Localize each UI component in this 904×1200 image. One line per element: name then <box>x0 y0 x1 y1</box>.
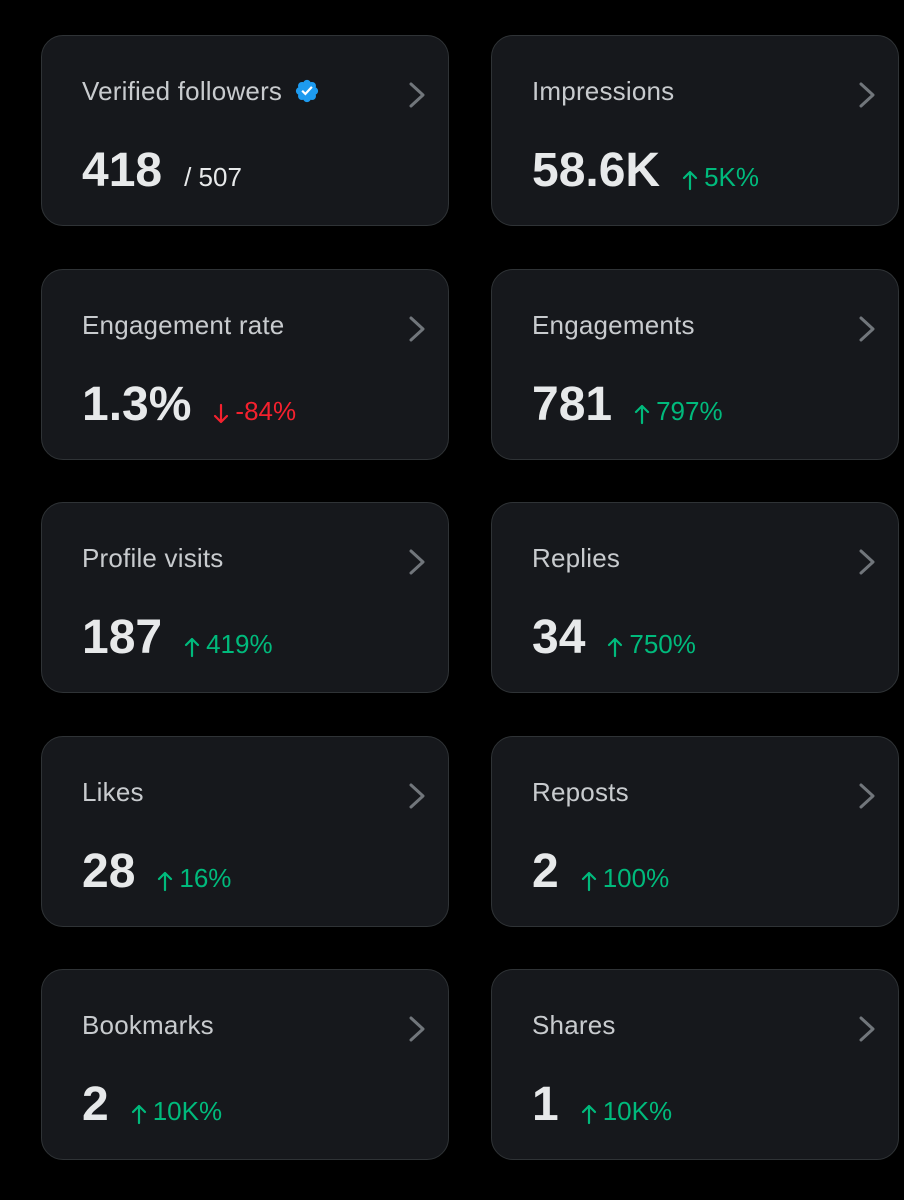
arrow-up-icon <box>682 170 698 190</box>
card-value-row: 418 / 507 <box>82 144 242 198</box>
card-delta: -84% <box>213 396 296 427</box>
chevron-right-icon <box>859 316 875 342</box>
chevron-right-icon <box>859 549 875 575</box>
chevron-right-icon <box>409 82 425 108</box>
card-value: 2 <box>82 1078 109 1131</box>
card-shares[interactable]: Shares 1 10K% <box>491 969 899 1160</box>
card-label: Engagement rate <box>82 310 285 340</box>
card-delta: 750% <box>607 629 696 660</box>
arrow-down-icon <box>214 403 229 423</box>
card-verified-followers[interactable]: Verified followers 418 / 507 <box>41 35 449 226</box>
arrow-up-icon <box>581 1104 596 1124</box>
chevron-right-icon <box>409 549 425 575</box>
card-value: 1 <box>532 1078 559 1131</box>
card-delta-text: 750% <box>629 629 696 659</box>
chevron-right-icon <box>409 316 425 342</box>
card-delta-text: 797% <box>656 396 723 426</box>
card-value-row: 2 100% <box>532 845 669 899</box>
card-delta: 419% <box>184 629 273 660</box>
card-delta-text: 10K% <box>602 1096 673 1126</box>
card-likes[interactable]: Likes 28 16% <box>41 736 449 927</box>
arrow-up-icon <box>608 637 623 657</box>
card-value-row: 1.3% -84% <box>82 378 296 432</box>
card-delta: 100% <box>581 863 670 894</box>
card-value-row: 2 10K% <box>82 1078 222 1132</box>
card-impressions[interactable]: Impressions 58.6K 5K% <box>491 35 899 226</box>
card-value: 28 <box>82 845 136 898</box>
arrow-up-icon <box>634 404 650 424</box>
card-delta-text: 419% <box>206 629 273 659</box>
card-bookmarks[interactable]: Bookmarks 2 10K% <box>41 969 449 1160</box>
card-label: Bookmarks <box>82 1010 214 1040</box>
card-label: Engagements <box>532 310 695 340</box>
arrow-up-icon <box>581 871 596 891</box>
chevron-right-icon <box>859 1016 875 1042</box>
card-label: Impressions <box>532 76 675 106</box>
card-value: 2 <box>532 845 559 898</box>
card-label-row: Verified followers <box>82 76 320 106</box>
card-value: 418 <box>82 144 163 197</box>
card-label-row: Engagement rate <box>82 310 284 340</box>
card-label-row: Profile visits <box>82 543 224 573</box>
card-label-row: Shares <box>532 1010 616 1040</box>
card-label: Verified followers <box>82 76 283 106</box>
card-engagement-rate[interactable]: Engagement rate 1.3% -84% <box>41 269 449 460</box>
card-label-row: Replies <box>532 543 620 573</box>
verified-badge-icon <box>296 79 319 103</box>
card-delta: 10K% <box>131 1096 222 1127</box>
card-label: Shares <box>532 1010 616 1040</box>
card-value: 34 <box>532 611 586 664</box>
card-delta-text: 16% <box>179 863 232 893</box>
card-delta: 5K% <box>682 162 759 193</box>
card-value-row: 34 750% <box>532 611 696 665</box>
chevron-right-icon <box>409 1016 425 1042</box>
card-total: / 507 <box>184 162 242 192</box>
card-delta: 16% <box>157 863 231 894</box>
card-label-row: Engagements <box>532 310 695 340</box>
card-delta-text: 5K% <box>704 162 760 192</box>
chevron-right-icon <box>859 82 875 108</box>
card-label-row: Impressions <box>532 76 674 106</box>
arrow-up-icon <box>158 871 173 891</box>
arrow-up-icon <box>184 637 200 657</box>
card-replies[interactable]: Replies 34 750% <box>491 502 899 693</box>
card-value-row: 58.6K 5K% <box>532 144 759 198</box>
card-delta-text: 10K% <box>152 1096 223 1126</box>
card-delta: 797% <box>634 396 723 427</box>
card-value: 58.6K <box>532 144 661 197</box>
card-reposts[interactable]: Reposts 2 100% <box>491 736 899 927</box>
card-delta-text: -84% <box>235 396 297 426</box>
card-label-row: Reposts <box>532 777 629 807</box>
card-value-row: 1 10K% <box>532 1078 672 1132</box>
card-label: Replies <box>532 543 621 573</box>
card-value-row: 187 419% <box>82 611 273 665</box>
arrow-up-icon <box>131 1104 146 1124</box>
card-profile-visits[interactable]: Profile visits 187 419% <box>41 502 449 693</box>
card-label: Profile visits <box>82 543 224 573</box>
chevron-right-icon <box>859 783 875 809</box>
card-label-row: Likes <box>82 777 144 807</box>
card-value: 187 <box>82 611 163 664</box>
card-label-row: Bookmarks <box>82 1010 214 1040</box>
card-value: 1.3% <box>82 378 192 431</box>
card-value: 781 <box>532 378 613 431</box>
chevron-right-icon <box>409 783 425 809</box>
card-engagements[interactable]: Engagements 781 797% <box>491 269 899 460</box>
card-value-row: 28 16% <box>82 845 231 899</box>
card-delta-text: 100% <box>602 863 670 893</box>
card-value-row: 781 797% <box>532 378 723 432</box>
card-label: Reposts <box>532 777 629 807</box>
card-label: Likes <box>82 777 144 807</box>
card-delta: 10K% <box>581 1096 672 1127</box>
